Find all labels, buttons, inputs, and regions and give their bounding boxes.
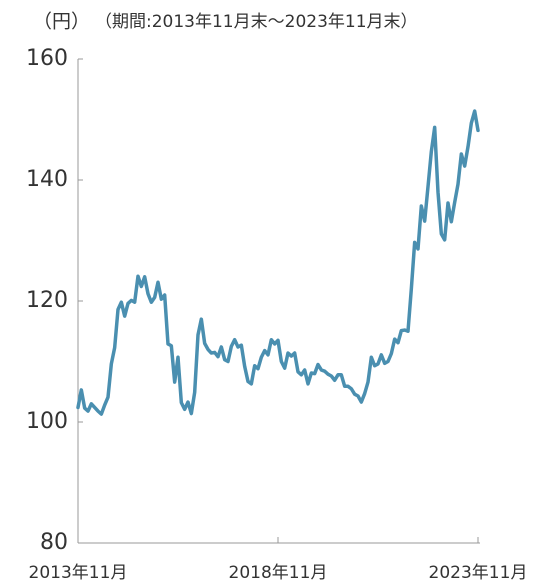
x-tick-label: 2023年11月 [429,563,528,583]
period-label: （期間:2013年11月末～2023年11月末） [95,12,418,32]
y-tick-label: 140 [26,167,68,192]
unit-label: （円） [33,11,90,33]
y-tick-label: 120 [26,288,68,313]
y-tick-label: 80 [40,530,68,555]
y-tick-label: 160 [26,46,68,71]
y-tick-label: 100 [26,409,68,434]
x-tick-label: 2013年11月 [29,563,128,583]
line-series [76,109,480,416]
x-tick-label: 2018年11月 [229,563,328,583]
